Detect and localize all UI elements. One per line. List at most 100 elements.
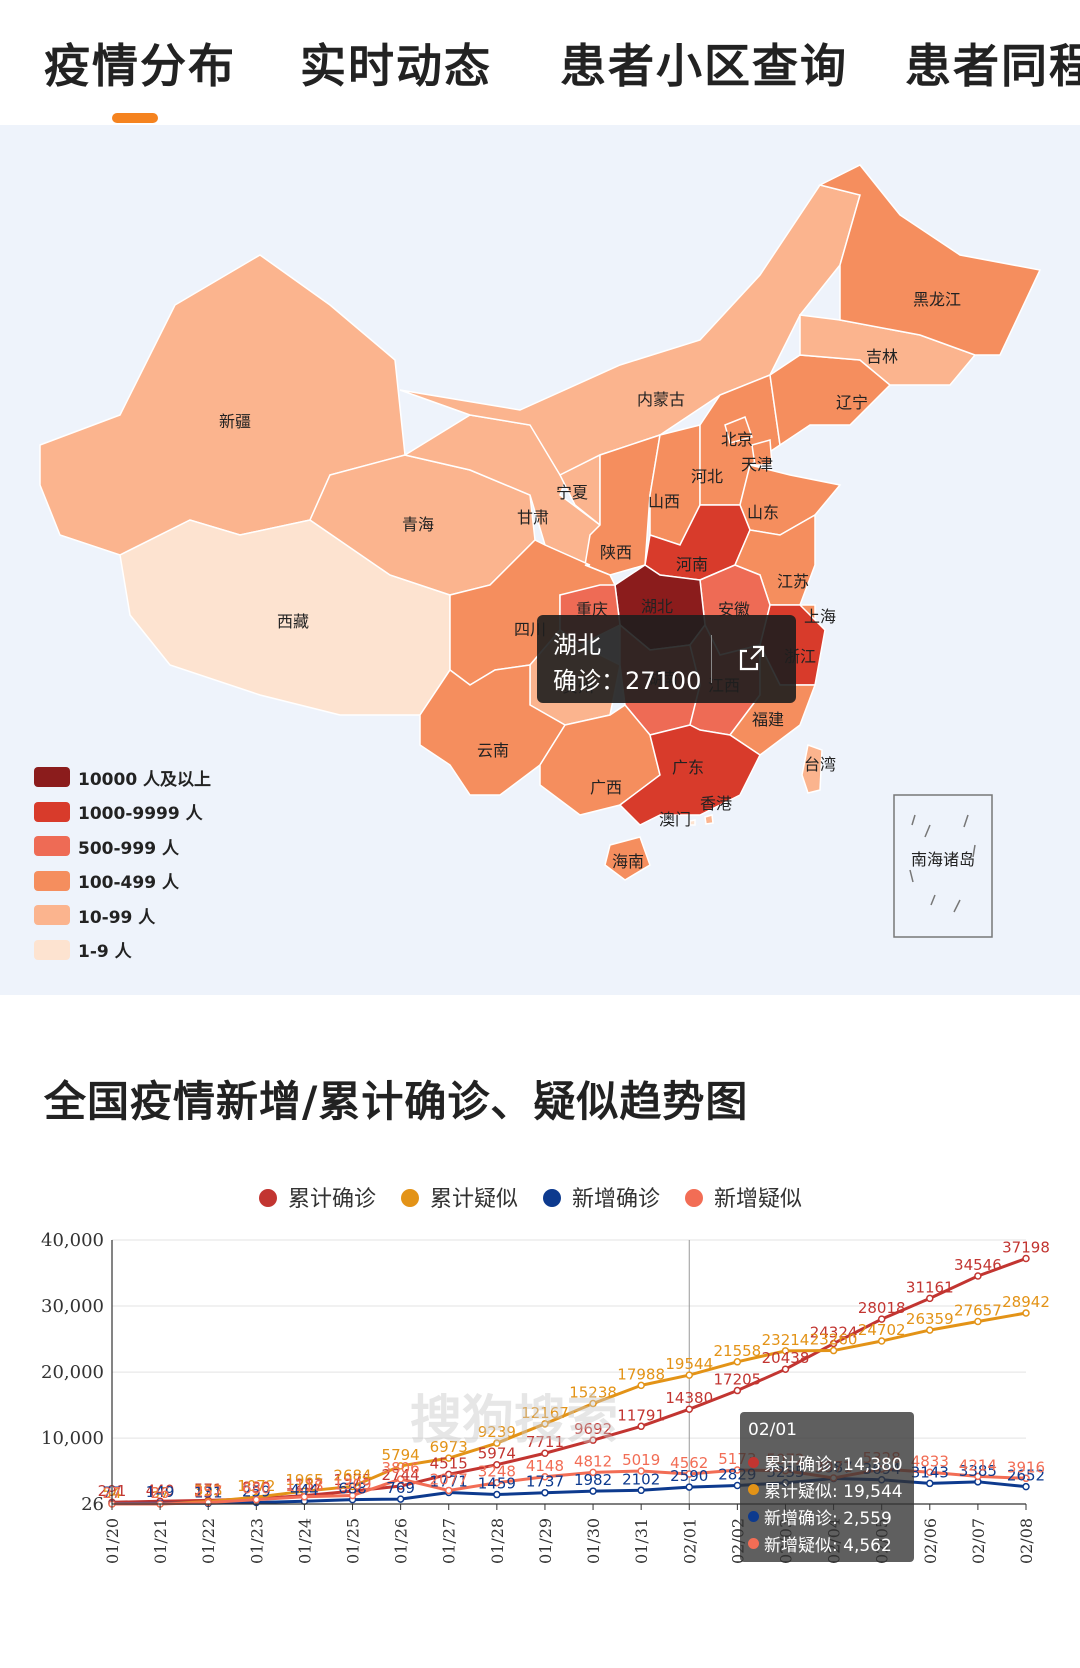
data-point[interactable] — [348, 1482, 357, 1491]
data-point[interactable] — [877, 1337, 886, 1345]
data-label: 2590 — [670, 1467, 708, 1485]
data-point[interactable] — [829, 1339, 838, 1348]
data-point[interactable] — [733, 1358, 742, 1366]
data-label: 4812 — [574, 1452, 612, 1470]
data-point[interactable] — [396, 1475, 405, 1483]
data-point[interactable] — [974, 1317, 982, 1326]
data-label: 5019 — [622, 1451, 660, 1469]
tooltip-confirmed-label: 确诊： — [553, 667, 625, 695]
data-point[interactable] — [589, 1436, 597, 1444]
province-label: 江苏 — [777, 572, 809, 591]
data-point[interactable] — [589, 1399, 597, 1408]
province-shape[interactable] — [604, 836, 651, 881]
data-point[interactable] — [444, 1454, 453, 1462]
data-point[interactable] — [541, 1420, 549, 1428]
data-point[interactable] — [541, 1488, 549, 1497]
tab-epidemic-distribution[interactable]: 疫情分布 — [44, 39, 236, 93]
chart-title: 全国疫情新增/累计确诊、疑似趋势图 — [44, 1077, 749, 1126]
data-label: 1737 — [526, 1473, 564, 1491]
data-point[interactable] — [974, 1472, 982, 1481]
data-point[interactable] — [396, 1495, 405, 1503]
province-label: 上海 — [804, 607, 836, 626]
x-tick-label: 01/30 — [584, 1518, 603, 1564]
data-point[interactable] — [444, 1486, 453, 1495]
data-point[interactable] — [493, 1478, 501, 1487]
legend-marker[interactable] — [401, 1189, 419, 1207]
tooltip-row-label: 新增确诊: 2,559 — [764, 1509, 892, 1529]
data-point[interactable] — [348, 1491, 357, 1500]
data-point[interactable] — [974, 1272, 982, 1280]
province-shape[interactable] — [751, 439, 773, 466]
province-shape[interactable] — [704, 814, 714, 825]
data-label: 12167 — [521, 1404, 569, 1422]
data-point[interactable] — [1022, 1254, 1030, 1263]
data-point[interactable] — [926, 1468, 934, 1477]
data-point[interactable] — [685, 1470, 694, 1478]
x-tick-label: 01/21 — [151, 1518, 170, 1564]
data-point[interactable] — [781, 1347, 790, 1355]
data-point[interactable] — [1022, 1309, 1030, 1317]
chart-legend-label[interactable]: 累计确诊 — [288, 1187, 376, 1212]
data-point[interactable] — [396, 1482, 405, 1490]
data-point[interactable] — [637, 1486, 645, 1495]
legend-swatch — [34, 870, 70, 891]
chart-legend-label[interactable]: 累计疑似 — [430, 1187, 518, 1212]
data-label: 19544 — [665, 1355, 713, 1373]
data-point[interactable] — [685, 1483, 694, 1491]
data-point[interactable] — [685, 1371, 694, 1379]
data-point[interactable] — [685, 1405, 694, 1413]
tab-community-lookup[interactable]: 患者小区查询 — [560, 39, 848, 93]
data-label: 20438 — [762, 1349, 810, 1367]
data-point[interactable] — [493, 1439, 501, 1447]
data-label: 6973 — [430, 1438, 468, 1456]
data-point[interactable] — [1022, 1474, 1030, 1483]
province-shape[interactable] — [739, 464, 842, 536]
data-label: 3248 — [478, 1463, 516, 1481]
province-shape[interactable] — [801, 744, 823, 794]
data-point[interactable] — [926, 1326, 934, 1334]
tab-same-trip[interactable]: 患者同程 — [905, 39, 1080, 93]
x-tick-label: 01/28 — [488, 1518, 507, 1564]
data-label: 131 — [194, 1483, 223, 1501]
data-point[interactable] — [877, 1315, 886, 1323]
data-point[interactable] — [541, 1449, 549, 1457]
data-label: 23214 — [762, 1331, 810, 1349]
chart-legend-label[interactable]: 新增确诊 — [572, 1187, 660, 1212]
province-shape[interactable] — [689, 819, 696, 826]
data-point[interactable] — [444, 1470, 453, 1479]
data-point[interactable] — [637, 1422, 645, 1431]
data-point[interactable] — [493, 1490, 501, 1499]
data-point[interactable] — [926, 1479, 934, 1488]
data-point[interactable] — [493, 1460, 501, 1469]
tab-live-updates[interactable]: 实时动态 — [300, 39, 492, 93]
data-point[interactable] — [829, 1346, 838, 1355]
data-label: 2652 — [1007, 1467, 1045, 1485]
chart-legend-label[interactable]: 新增疑似 — [714, 1187, 802, 1212]
data-point[interactable] — [637, 1467, 645, 1475]
data-point[interactable] — [1022, 1482, 1030, 1491]
data-point[interactable] — [252, 1495, 261, 1504]
province-shape[interactable] — [309, 454, 536, 596]
y-tick-label: 30,000 — [41, 1296, 104, 1317]
data-point[interactable] — [637, 1381, 645, 1390]
data-point[interactable] — [541, 1473, 549, 1481]
province-shape[interactable] — [817, 164, 1042, 356]
data-point[interactable] — [926, 1294, 934, 1303]
province-shape[interactable] — [724, 416, 753, 444]
data-point[interactable] — [300, 1493, 309, 1501]
legend-marker[interactable] — [685, 1189, 703, 1207]
legend-marker[interactable] — [259, 1189, 277, 1207]
data-point[interactable] — [733, 1386, 742, 1395]
tooltip-row-label: 新增疑似: 4,562 — [764, 1536, 892, 1556]
data-point[interactable] — [589, 1487, 597, 1495]
data-label: 257 — [194, 1482, 223, 1500]
legend-label: 1-9 人 — [78, 942, 132, 963]
data-point[interactable] — [781, 1365, 790, 1373]
tooltip-dot — [748, 1511, 759, 1522]
share-icon[interactable] — [737, 643, 767, 673]
legend-marker[interactable] — [543, 1189, 561, 1207]
province-shape[interactable] — [618, 724, 761, 826]
data-point[interactable] — [396, 1462, 405, 1470]
x-tick-label: 01/29 — [536, 1518, 555, 1564]
data-point[interactable] — [589, 1468, 597, 1477]
